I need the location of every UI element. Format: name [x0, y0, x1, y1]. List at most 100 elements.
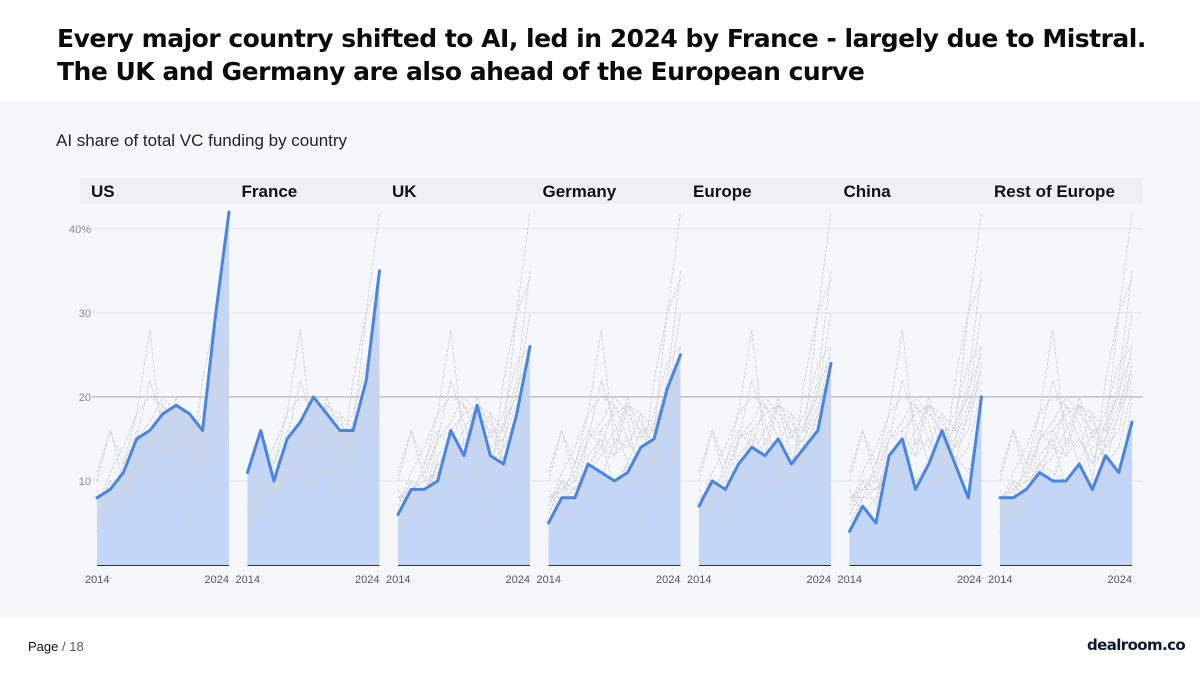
line-china [848, 395, 983, 533]
context-line-context-1 [247, 329, 380, 482]
line-us [95, 210, 231, 500]
x-tick-label-end: 2024 [506, 574, 530, 586]
context-line-china [247, 396, 380, 532]
panel-header-strip [80, 178, 1143, 204]
page-total: 18 [69, 639, 84, 654]
context-line-context-5 [247, 371, 380, 524]
panel-france: France 2014 2024 [236, 182, 381, 586]
context-line-us [247, 211, 380, 499]
context-line-china [698, 396, 832, 532]
context-line-europe [96, 363, 230, 507]
context-line-us [849, 211, 982, 499]
x-tick-label-start: 2014 [537, 574, 561, 586]
context-line-context-1 [548, 329, 681, 482]
x-tick-label-end: 2024 [1108, 574, 1132, 586]
context-line-context-4 [698, 312, 832, 532]
context-line-context-5 [698, 371, 832, 524]
panel-rest-of-europe: Rest of Europe 2014 2024 [988, 182, 1134, 586]
context-line-context-5 [999, 371, 1133, 524]
panel-uk: UK 2014 2024 [386, 182, 532, 586]
context-line-context-4 [849, 312, 982, 532]
area-us [97, 212, 229, 565]
panel-title: Europe [693, 182, 752, 201]
context-line-context-1 [397, 329, 531, 482]
context-line-us [999, 211, 1133, 499]
x-tick-label-start: 2014 [687, 574, 711, 586]
context-line-context-6 [999, 379, 1133, 499]
context-line-europe [548, 363, 681, 507]
y-tick-label-40: 40% [69, 224, 91, 236]
context-line-china [999, 396, 1133, 532]
context-line-context-1 [96, 329, 230, 482]
context-line-context-5 [849, 371, 982, 524]
context-line-context-1 [849, 329, 982, 482]
context-line-context-5 [96, 371, 230, 524]
page-separator: / [62, 639, 66, 654]
context-line-us [698, 211, 832, 499]
context-line-context-4 [548, 312, 681, 532]
area-germany [548, 354, 681, 565]
context-line-rest-of-europe [699, 421, 832, 499]
context-line-rest-of-europe [398, 421, 531, 499]
area-france [247, 270, 380, 565]
context-line-france [849, 270, 982, 483]
page-indicator: Page / 18 [28, 639, 84, 654]
panel-europe: Europe 2014 2024 [687, 182, 833, 586]
context-line-china [397, 396, 531, 532]
context-line-context-3 [247, 388, 380, 516]
context-line-context-6 [397, 379, 531, 499]
context-line-us [397, 211, 531, 499]
context-line-context-1 [698, 329, 832, 482]
x-tick-label-start: 2014 [386, 574, 410, 586]
panel-title: Germany [543, 182, 617, 201]
context-line-context-3 [999, 388, 1133, 516]
context-line-europe [999, 363, 1133, 507]
context-line-france [548, 270, 681, 483]
context-line-context-6 [548, 379, 681, 499]
x-tick-label-start: 2014 [838, 574, 862, 586]
area-europe [699, 363, 831, 565]
context-line-context-6 [96, 379, 230, 499]
line-rest-of-europe [998, 420, 1134, 500]
panel-title: France [242, 182, 298, 201]
context-line-context-6 [698, 379, 832, 499]
line-france [246, 269, 381, 483]
x-tick-label-end: 2024 [807, 574, 831, 586]
panel-title: UK [392, 182, 417, 201]
context-line-france [397, 270, 531, 483]
panel-title: US [91, 182, 115, 201]
headline: Every major country shifted to AI, led i… [57, 24, 1146, 86]
context-line-context-6 [849, 379, 982, 499]
context-line-context-1 [999, 329, 1133, 482]
page-label: Page [28, 639, 59, 654]
line-europe [697, 361, 833, 508]
chart-subtitle: AI share of total VC funding by country [56, 131, 348, 150]
context-line-europe [247, 363, 380, 507]
context-line-context-3 [96, 388, 230, 516]
context-line-context-6 [247, 379, 380, 499]
x-tick-label-start: 2014 [988, 574, 1012, 586]
line-uk [396, 345, 532, 517]
context-line-context-4 [999, 312, 1133, 532]
panel-china: China 2014 2024 [838, 182, 983, 586]
line-germany [547, 353, 682, 525]
y-tick-label-20: 20 [79, 392, 91, 404]
y-tick-label-10: 10 [79, 476, 91, 488]
x-tick-label-end: 2024 [656, 574, 680, 586]
context-line-context-4 [397, 312, 531, 532]
context-line-rest-of-europe [97, 421, 230, 499]
context-line-europe [849, 363, 982, 507]
area-rest-of-europe [1000, 422, 1132, 565]
context-line-context-4 [96, 312, 230, 532]
context-line-context-3 [698, 388, 832, 516]
context-line-context-3 [397, 388, 531, 516]
dealroom-logo: dealroom.co [1087, 636, 1186, 654]
area-china [849, 396, 982, 565]
context-line-rest-of-europe [247, 421, 380, 499]
context-line-france [999, 270, 1133, 483]
context-line-context-3 [849, 388, 982, 516]
panel-us: US 2014 2024 [85, 182, 231, 586]
panel-title: Rest of Europe [994, 182, 1115, 201]
x-tick-label-end: 2024 [205, 574, 229, 586]
